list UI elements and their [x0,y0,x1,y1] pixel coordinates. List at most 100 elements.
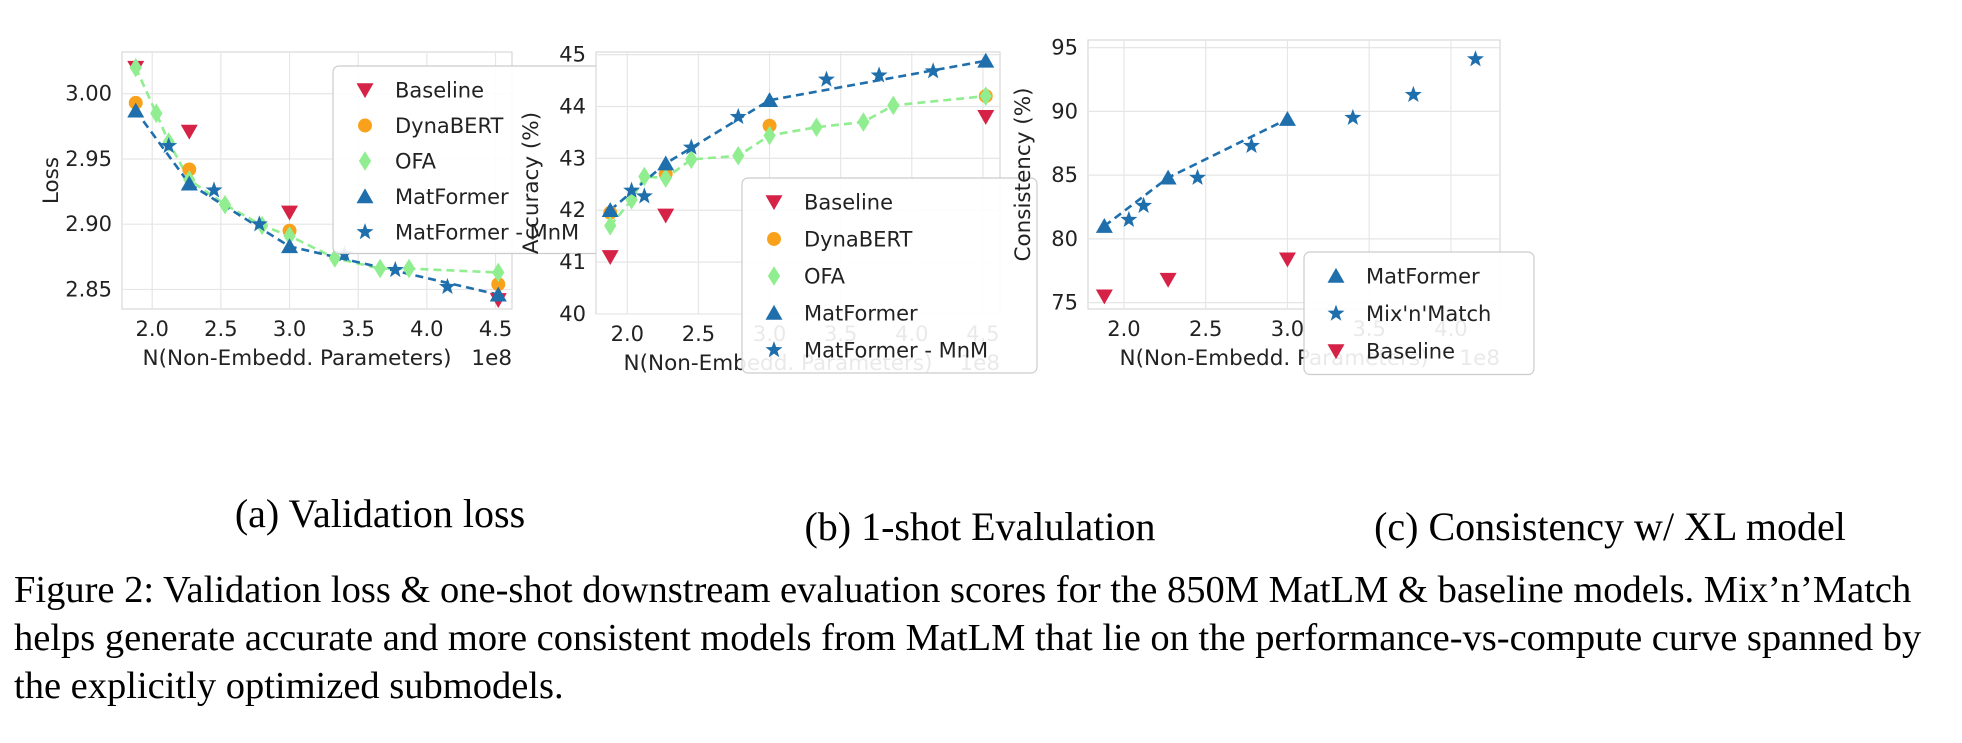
y-tick-label: 90 [1051,99,1078,123]
data-point-ofa [218,194,232,215]
data-point-matformer-mnm [205,181,223,198]
data-point-ofa [887,95,900,116]
y-tick-label: 75 [1051,291,1078,315]
x-tick-label: 3.5 [341,317,374,341]
data-point-ofa [659,168,672,188]
data-point-matformer [1095,218,1113,233]
x-tick-label: 3.0 [273,317,306,341]
y-tick-label: 45 [559,43,586,67]
data-point-ofa [625,190,638,210]
y-tick-label: 44 [559,94,586,118]
data-point-ofa [763,125,776,146]
data-point-matformer-mnm [682,138,700,155]
data-point-mix-n-match [1404,85,1422,103]
y-tick-label: 85 [1051,163,1078,187]
data-point-ofa [979,86,992,106]
legend-label: OFA [395,150,437,174]
legend-label: MatFormer [804,302,918,326]
data-point-matformer [127,102,145,118]
data-point-dynabert [491,277,506,292]
data-point-matformer [761,92,779,108]
data-point-dynabert [762,118,777,133]
data-point-matformer [1278,110,1296,126]
x-tick-label: 2.5 [682,322,715,346]
data-point-mix-n-match [1466,50,1484,67]
legend-marker-baseline [765,195,783,211]
data-point-matformer-mnm [250,215,268,232]
y-tick-label: 2.90 [65,212,112,236]
series-line-matformer [609,59,987,212]
legend-label: MatFormer [395,185,509,209]
y-tick-label: 2.85 [65,277,112,301]
legend-label: MatFormer [1366,265,1480,289]
data-point-ofa [283,226,296,246]
data-point-ofa [810,117,823,138]
legend-marker-matformer-mnm [765,341,783,358]
y-tick-label: 3.00 [65,82,112,106]
data-point-baseline [281,205,299,221]
x-tick-label: 2.0 [611,322,644,346]
legend-box [741,177,1038,374]
legend-marker-dynabert [767,232,781,246]
legend-marker-ofa [767,266,781,286]
x-tick-label: 3.0 [1271,317,1304,341]
legend-label: DynaBERT [395,114,504,138]
legend-label: Baseline [395,79,484,103]
legend-marker-matformer [765,304,783,320]
data-point-ofa [374,258,387,279]
y-tick-label: 43 [559,146,586,170]
data-point-matformer-mnm [160,137,178,154]
legend-label: MatFormer - MnM [395,221,579,245]
subcaption-a: (a) Validation loss [234,491,526,536]
legend-marker-ofa [358,151,372,171]
y-tick-label: 80 [1051,227,1078,251]
legend-marker-matformer-mnm [356,223,374,240]
data-point-mix-n-match [1344,108,1362,125]
x-tick-label: 2.0 [1107,317,1140,341]
subcaption-c: (c) Consistency w/ XL model [1374,504,1846,549]
data-point-matformer [281,238,299,254]
x-tick-label: 2.5 [1189,317,1222,341]
legend-label: OFA [804,265,846,289]
data-point-ofa [402,258,416,279]
data-point-ofa [732,145,745,166]
panel-one-shot-evaluation: 2.02.53.03.54.04.5404142434445N(Non-Embe… [519,43,1038,376]
y-tick-label: 42 [559,198,586,222]
data-point-mix-n-match [1243,136,1260,154]
data-point-matformer-mnm [729,107,747,125]
data-point-ofa [604,216,617,236]
data-point-ofa [685,149,698,170]
y-tick-label: 95 [1051,36,1078,60]
data-point-ofa [492,262,505,283]
y-axis-label: Consistency (%) [1011,87,1036,261]
data-point-matformer [180,175,198,191]
data-point-matformer-mnm [817,70,835,87]
y-tick-label: 40 [559,302,586,326]
y-tick-label: 2.95 [65,147,112,171]
legend-box [1303,251,1535,376]
data-point-baseline [1095,289,1113,305]
y-tick-label: 41 [559,250,586,274]
data-point-mix-n-match [1135,196,1153,213]
data-point-matformer-mnm [924,62,942,79]
data-point-baseline [1159,272,1177,288]
x-axis-exponent: 1e8 [471,346,512,371]
legend-marker-matformer [1327,267,1345,283]
panel-validation-loss: 2.0 2.5 3.0 3.5 4.0 4.5 2.85 2.90 2.95 3.00 N(Non-… [39,51,629,371]
legend-label: MatFormer - MnM [804,339,988,363]
legend-marker-baseline [1327,344,1345,360]
data-point-ofa [857,112,870,132]
figure-caption: Figure 2: Validation loss & one-shot dow… [14,569,1922,707]
data-point-matformer [977,52,995,68]
x-tick-label: 4.5 [479,317,512,341]
legend-marker-mix-n-match [1327,304,1345,321]
legend-label: Baseline [1366,340,1455,364]
legend-label: Mix'n'Match [1366,302,1491,326]
data-point-matformer-mnm [870,66,888,83]
data-point-ofa [129,57,142,78]
y-axis-label: Loss [39,157,64,204]
data-point-mix-n-match [1189,168,1207,185]
data-point-baseline [1278,252,1296,268]
x-tick-label: 2.5 [204,317,237,341]
